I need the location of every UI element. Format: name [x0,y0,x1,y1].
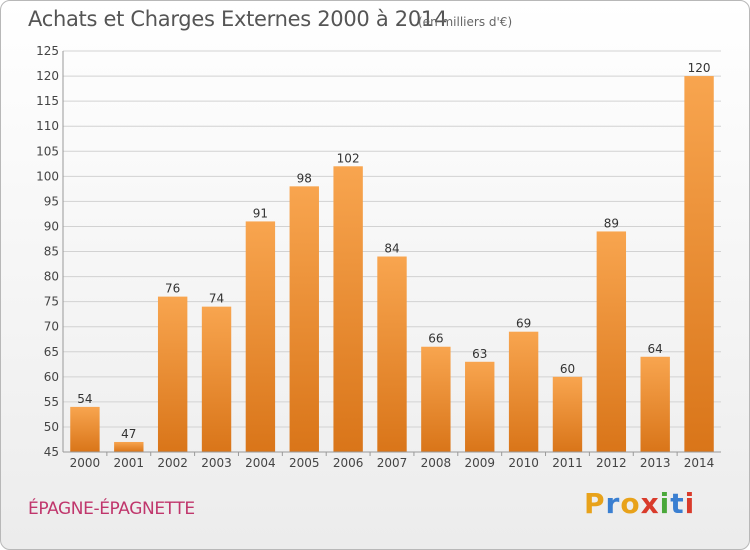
y-tick-label: 70 [44,320,59,334]
logo-letter: P [584,487,606,520]
bar-2007 [377,256,407,452]
y-axis: 45 50 55 60 65 70 75 80 85 90 95 100 105 110 115 120 125 [36,44,64,459]
data-label-2004: 91 [253,206,268,220]
data-label-2007: 84 [384,242,399,256]
bar-2008 [421,346,451,452]
y-tick-label: 90 [44,219,59,233]
bar-2010 [508,331,539,452]
bars [70,76,714,452]
bar-2009 [465,361,495,452]
y-tick-label: 50 [44,420,59,434]
logo-letter: t [670,487,685,520]
data-label-2001: 47 [121,427,136,441]
y-tick-label: 95 [44,194,59,208]
logo-letter: x [640,487,660,520]
y-tick-label: 100 [36,169,59,183]
y-tick-label: 80 [44,270,59,284]
x-tick-label: 2001 [114,456,145,470]
x-axis: 2000 2001 2002 2003 2004 2005 2006 2007 2008 2009… [63,451,721,470]
x-tick-label: 2005 [289,456,320,470]
data-label-2009: 63 [472,347,487,361]
data-label-2014: 120 [688,61,711,75]
data-label-2005: 98 [297,171,312,185]
bar-2005 [289,186,319,452]
x-tick-label: 2003 [201,456,232,470]
bar-2003 [201,306,232,452]
bar-2001 [114,441,144,452]
x-tick-label: 2012 [596,456,627,470]
y-tick-label: 45 [44,445,59,459]
y-tick-label: 125 [36,44,59,58]
data-label-2002: 76 [165,282,180,296]
x-tick-label: 2011 [552,456,583,470]
bar-2004 [245,221,276,452]
data-label-2012: 89 [604,216,619,230]
x-tick-label: 2009 [464,456,495,470]
y-tick-label: 120 [36,69,59,83]
x-tick-label: 2007 [377,456,408,470]
proxiti-logo: Proxiti [584,487,695,520]
data-label-2011: 60 [560,362,575,376]
bar-2006 [333,166,363,452]
y-tick-label: 60 [44,370,59,384]
data-label-2013: 64 [648,342,663,356]
bar-2002 [157,296,188,452]
y-tick-label: 85 [44,245,59,259]
commune-name: ÉPAGNE-ÉPAGNETTE [28,499,195,519]
bar-2011 [552,376,583,452]
y-tick-label: 115 [36,94,59,108]
data-label-2003: 74 [209,292,224,306]
bar-2013 [640,356,670,452]
y-tick-label: 110 [36,119,59,133]
bar-2000 [70,406,100,452]
logo-letter: r [605,487,621,520]
chart-unit-label: (en milliers d'€) [418,15,513,29]
x-tick-label: 2004 [245,456,276,470]
x-tick-label: 2010 [508,456,539,470]
y-tick-label: 105 [36,144,59,158]
x-tick-label: 2008 [421,456,452,470]
data-label-2008: 66 [428,332,443,346]
bar-2014 [684,76,714,452]
logo-letter: i [659,487,671,520]
logo-letter: i [684,487,696,520]
chart-title: Achats et Charges Externes 2000 à 2014 [28,7,448,31]
x-tick-label: 2006 [333,456,364,470]
data-label-2010: 69 [516,317,531,331]
x-tick-label: 2002 [157,456,188,470]
x-tick-label: 2000 [70,456,101,470]
y-tick-label: 65 [44,345,59,359]
logo-letter: o [620,487,641,520]
data-label-2000: 54 [77,392,92,406]
data-label-2006: 102 [337,151,360,165]
data-labels: 54 47 76 74 91 98 102 84 66 63 69 60 89 64 120 [77,61,710,441]
x-tick-label: 2014 [684,456,715,470]
x-tick-label: 2013 [640,456,671,470]
bar-2012 [596,231,627,452]
y-tick-label: 55 [44,395,59,409]
y-tick-label: 75 [44,295,59,309]
